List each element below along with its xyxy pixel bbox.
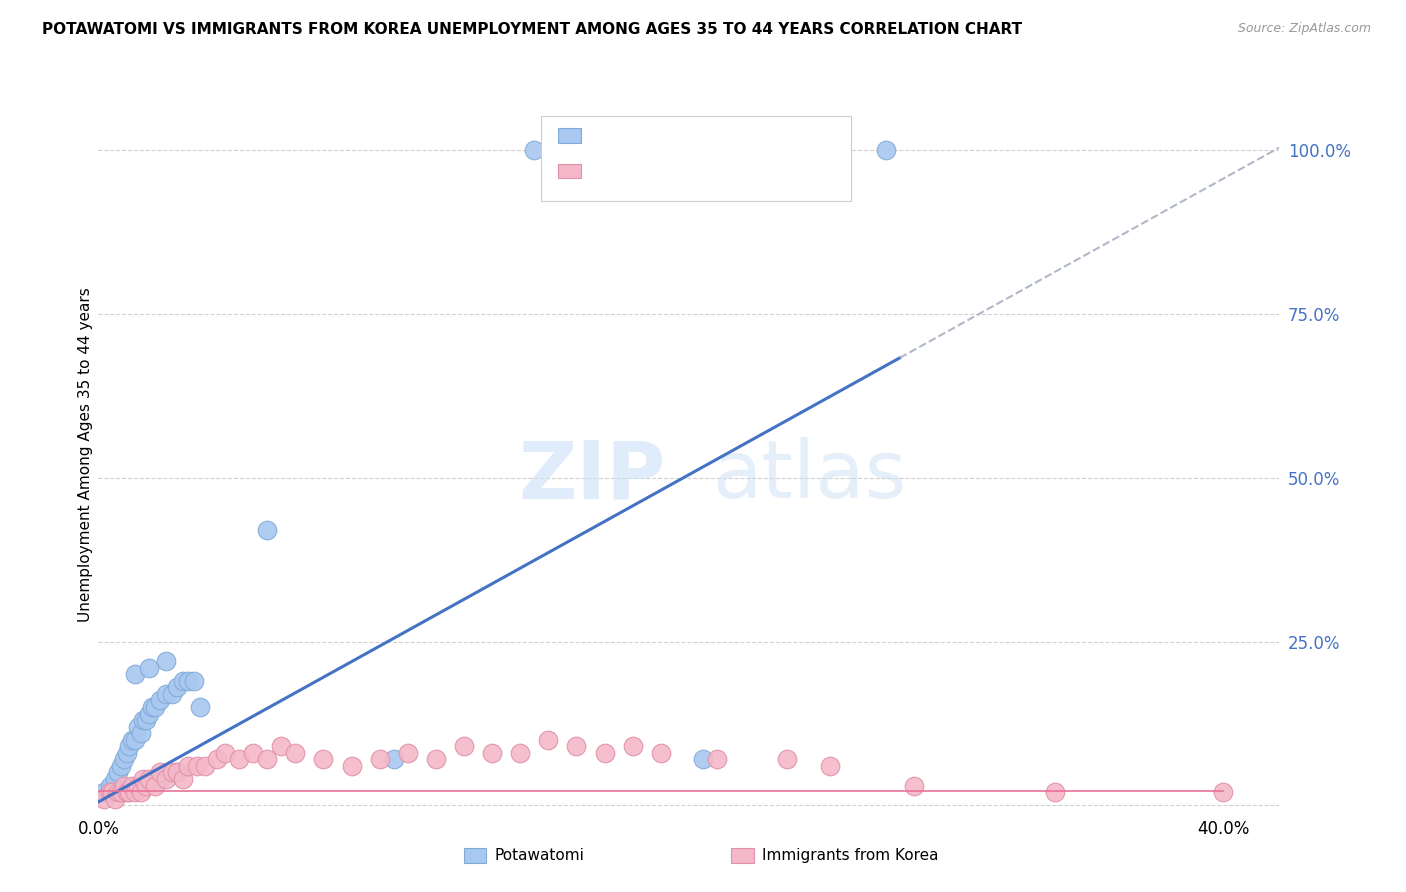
Point	[166, 765, 188, 780]
Text: Potawatomi: Potawatomi	[495, 848, 585, 863]
Point	[256, 523, 278, 537]
Text: Immigrants from Korea: Immigrants from Korea	[762, 848, 939, 863]
Point	[127, 720, 149, 734]
Point	[172, 673, 194, 688]
Point	[1212, 785, 1234, 799]
Point	[127, 779, 149, 793]
Point	[121, 779, 143, 793]
Point	[98, 779, 121, 793]
Point	[903, 779, 925, 793]
Point	[124, 785, 146, 799]
Point	[776, 752, 799, 766]
Point	[149, 772, 172, 786]
Point	[160, 687, 183, 701]
Point	[205, 752, 228, 766]
Text: POTAWATOMI VS IMMIGRANTS FROM KOREA UNEMPLOYMENT AMONG AGES 35 TO 44 YEARS CORRE: POTAWATOMI VS IMMIGRANTS FROM KOREA UNEM…	[42, 22, 1022, 37]
Point	[1043, 785, 1066, 799]
Point	[107, 765, 129, 780]
Point	[166, 681, 188, 695]
Point	[98, 785, 121, 799]
Point	[93, 785, 115, 799]
Point	[110, 785, 132, 799]
Point	[875, 144, 897, 158]
Point	[93, 791, 115, 805]
Point	[138, 772, 160, 786]
Point	[132, 772, 155, 786]
Point	[129, 726, 152, 740]
Point	[149, 693, 172, 707]
Text: R = 0.007   N = 51: R = 0.007 N = 51	[591, 162, 748, 180]
Point	[312, 752, 335, 766]
Point	[172, 772, 194, 786]
Point	[537, 732, 560, 747]
Point	[256, 752, 278, 766]
Point	[523, 144, 546, 158]
Point	[565, 739, 588, 754]
Point	[818, 759, 841, 773]
Text: R = 0.444   N = 34: R = 0.444 N = 34	[591, 127, 748, 145]
Point	[149, 765, 172, 780]
Y-axis label: Unemployment Among Ages 35 to 44 years: Unemployment Among Ages 35 to 44 years	[77, 287, 93, 623]
Point	[593, 746, 616, 760]
Point	[132, 713, 155, 727]
Point	[214, 746, 236, 760]
Point	[155, 654, 177, 668]
Point	[186, 759, 208, 773]
Point	[135, 713, 157, 727]
Point	[110, 759, 132, 773]
Point	[118, 785, 141, 799]
Point	[183, 673, 205, 688]
Point	[284, 746, 307, 760]
Point	[650, 746, 672, 760]
Point	[141, 700, 163, 714]
Point	[621, 739, 644, 754]
Point	[101, 785, 124, 799]
Point	[112, 779, 135, 793]
Point	[382, 752, 405, 766]
Point	[135, 779, 157, 793]
Point	[160, 765, 183, 780]
Point	[228, 752, 250, 766]
Point	[425, 752, 447, 766]
Point	[396, 746, 419, 760]
Point	[107, 785, 129, 799]
Point	[155, 772, 177, 786]
Point	[129, 785, 152, 799]
Point	[166, 765, 188, 780]
Point	[270, 739, 292, 754]
Text: atlas: atlas	[713, 437, 907, 516]
Point	[194, 759, 217, 773]
Point	[124, 732, 146, 747]
Point	[115, 785, 138, 799]
Text: ZIP: ZIP	[517, 437, 665, 516]
Point	[368, 752, 391, 766]
Point	[138, 706, 160, 721]
Point	[177, 673, 200, 688]
Point	[118, 739, 141, 754]
Point	[143, 779, 166, 793]
Point	[115, 746, 138, 760]
Point	[509, 746, 531, 760]
Point	[104, 772, 127, 786]
Point	[104, 791, 127, 805]
Point	[138, 661, 160, 675]
Point	[143, 700, 166, 714]
Point	[453, 739, 475, 754]
Point	[155, 687, 177, 701]
Point	[124, 667, 146, 681]
Point	[188, 700, 211, 714]
Point	[706, 752, 728, 766]
Point	[242, 746, 264, 760]
Point	[112, 752, 135, 766]
Point	[177, 759, 200, 773]
Point	[340, 759, 363, 773]
Text: Source: ZipAtlas.com: Source: ZipAtlas.com	[1237, 22, 1371, 36]
Point	[481, 746, 503, 760]
Point	[692, 752, 714, 766]
Point	[121, 732, 143, 747]
